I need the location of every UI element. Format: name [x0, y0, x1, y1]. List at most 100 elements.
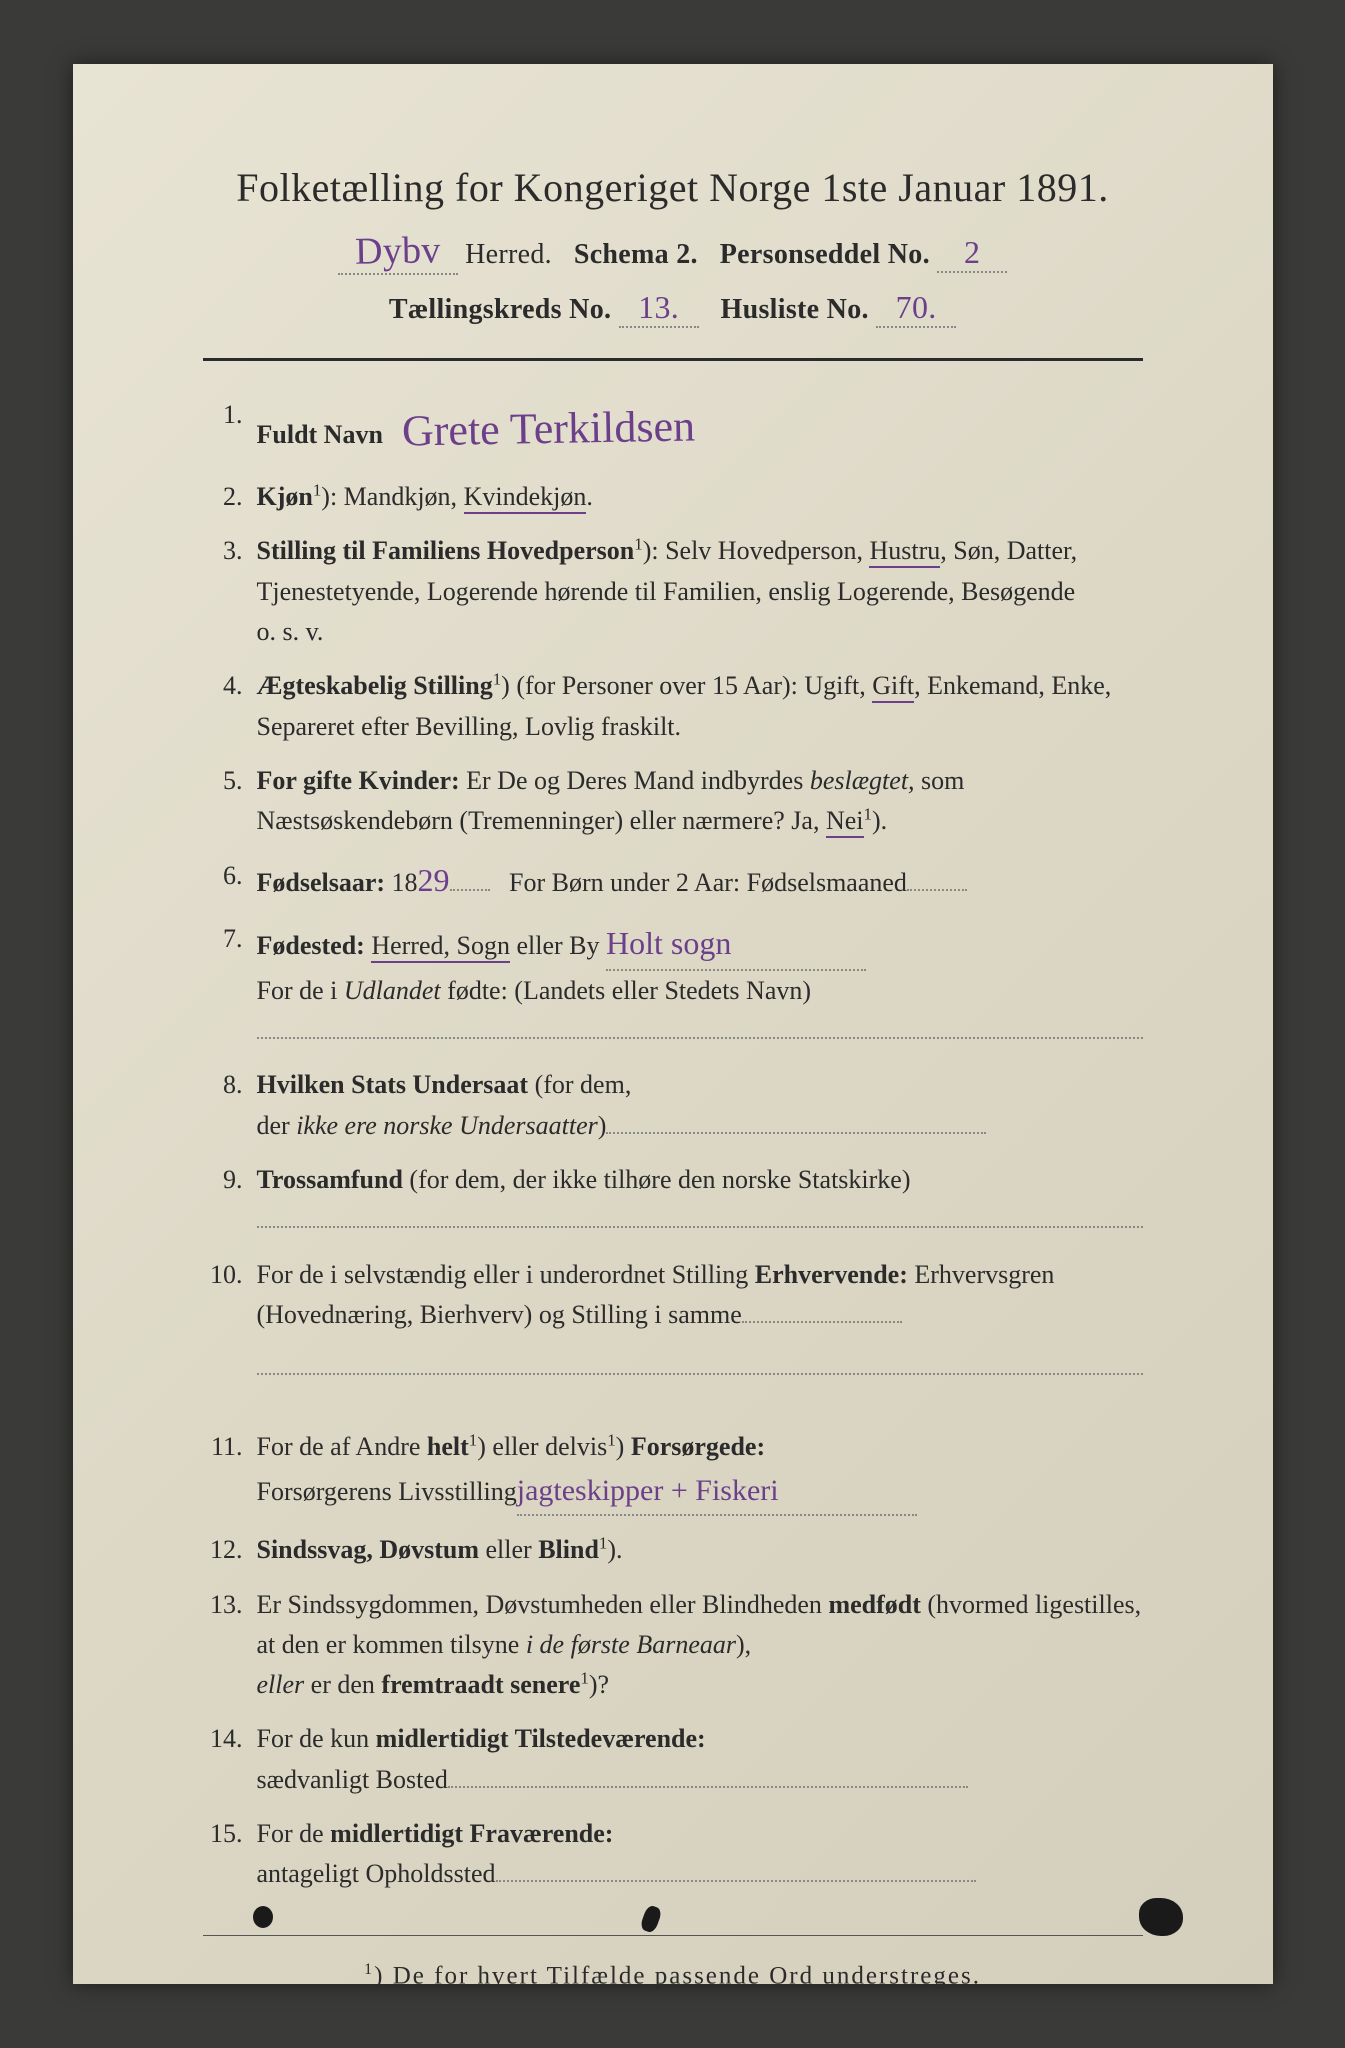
- item-15: 15. For de midlertidigt Fraværende: anta…: [203, 1814, 1143, 1895]
- footnote-divider: [203, 1935, 1143, 1936]
- item-num: 1.: [203, 395, 257, 463]
- item-text: der: [257, 1111, 297, 1140]
- main-title: Folketælling for Kongeriget Norge 1ste J…: [203, 164, 1143, 211]
- item-label: Ægteskabelig Stilling: [257, 671, 493, 700]
- item-9: 9. Trossamfund (for dem, der ikke tilhør…: [203, 1160, 1143, 1241]
- item-num: 12.: [203, 1530, 257, 1570]
- item-text: antageligt Opholdssted: [257, 1859, 496, 1888]
- underlined-choice: Gift: [872, 671, 914, 703]
- year-prefix: 18: [392, 868, 418, 897]
- item-text: For Børn under 2 Aar: Fødselsmaaned: [509, 868, 907, 897]
- item-text: eller: [479, 1535, 538, 1564]
- item-text: ).: [607, 1535, 622, 1564]
- ink-blot: [639, 1904, 663, 1934]
- item-num: 15.: [203, 1814, 257, 1895]
- item-num: 11.: [203, 1427, 257, 1516]
- footnote-text: ) De for hvert Tilfælde passende Ord und…: [374, 1962, 981, 1989]
- item-italic: beslægtet,: [810, 766, 915, 795]
- item-num: 14.: [203, 1719, 257, 1800]
- husliste-no-handwritten: 70.: [896, 289, 937, 326]
- underlined-choice: Kvindekjøn: [464, 482, 587, 514]
- footnote-sup: 1: [580, 1668, 588, 1687]
- ink-blot: [253, 1906, 273, 1928]
- item-5: 5. For gifte Kvinder: Er De og Deres Man…: [203, 761, 1143, 842]
- footnote-sup: 1: [469, 1431, 477, 1450]
- item-1: 1. Fuldt Navn Grete Terkildsen: [203, 395, 1143, 463]
- item-italic: ikke ere norske Undersaatter: [296, 1111, 598, 1140]
- item-label: Blind: [538, 1535, 599, 1564]
- herred-handwritten: Dybv: [355, 228, 441, 273]
- item-num: 5.: [203, 761, 257, 842]
- person-no-handwritten: 2: [964, 234, 980, 271]
- kreds-no-handwritten: 13.: [638, 289, 679, 326]
- item-text: er den: [304, 1670, 381, 1699]
- footnote-sup: 1: [493, 670, 501, 689]
- underlined-choice: Hustru: [869, 536, 940, 568]
- ink-blot: [1139, 1898, 1183, 1936]
- item-text: ) (for Personer over 15 Aar): Ugift,: [501, 671, 872, 700]
- item-label: Fuldt Navn: [257, 420, 383, 449]
- item-label: Fødselsaar:: [257, 868, 386, 897]
- item-text: fødte: (Landets eller Stedets Navn): [441, 976, 811, 1005]
- item-text: ): [598, 1111, 607, 1140]
- census-form-page: Folketælling for Kongeriget Norge 1ste J…: [73, 64, 1273, 1984]
- item-text: ),: [736, 1630, 751, 1659]
- header-block: Folketælling for Kongeriget Norge 1ste J…: [203, 164, 1143, 328]
- item-text: Er Sindssygdommen, Døvstumheden eller Bl…: [257, 1590, 829, 1619]
- item-italic: i de første Barneaar: [526, 1630, 736, 1659]
- item-label: Hvilken Stats Undersaat: [257, 1070, 529, 1099]
- footnote: 1) De for hvert Tilfælde passende Ord un…: [203, 1960, 1143, 1990]
- item-label: medfødt: [828, 1590, 920, 1619]
- header-line-1: Dybv Herred. Schema 2. Personseddel No. …: [203, 229, 1143, 275]
- item-13: 13. Er Sindssygdommen, Døvstumheden elle…: [203, 1585, 1143, 1706]
- item-text: For de i: [257, 976, 344, 1005]
- underlined-choice: Nei: [826, 806, 864, 838]
- item-3: 3. Stilling til Familiens Hovedperson1):…: [203, 531, 1143, 652]
- item-label: helt: [427, 1432, 469, 1461]
- item-4: 4. Ægteskabelig Stilling1) (for Personer…: [203, 666, 1143, 747]
- item-text: )?: [589, 1670, 609, 1699]
- item-text: sædvanligt Bosted: [257, 1765, 448, 1794]
- item-num: 6.: [203, 856, 257, 906]
- person-label: Personseddel No.: [720, 239, 930, 270]
- item-num: 7.: [203, 919, 257, 1051]
- item-text: Forsørgerens Livsstilling: [257, 1477, 517, 1506]
- underlined-choice: Herred, Sogn: [371, 931, 510, 963]
- item-10: 10. For de i selvstændig eller i underor…: [203, 1255, 1143, 1388]
- item-label: midlertidigt Fraværende:: [330, 1819, 613, 1848]
- item-2: 2. Kjøn1): Mandkjøn, Kvindekjøn.: [203, 477, 1143, 517]
- item-italic: eller: [257, 1670, 305, 1699]
- item-text: Er De og Deres Mand indbyrdes: [460, 766, 810, 795]
- item-num: 8.: [203, 1065, 257, 1146]
- footnote-sup: 1: [607, 1431, 615, 1450]
- item-label: fremtraadt senere: [381, 1670, 580, 1699]
- item-label: Stilling til Familiens Hovedperson: [257, 536, 635, 565]
- item-text: o. s. v.: [257, 612, 1143, 652]
- item-text: (for dem, der ikke tilhøre den norske St…: [403, 1165, 911, 1194]
- item-italic: Udlandet: [344, 976, 441, 1005]
- item-text: For de af Andre: [257, 1432, 427, 1461]
- item-text: For de kun: [257, 1724, 376, 1753]
- item-text: eller By: [510, 931, 600, 960]
- birthplace-handwritten: Holt sogn: [606, 919, 731, 969]
- item-label: Trossamfund: [257, 1165, 403, 1194]
- dotted-line: [257, 1206, 1143, 1228]
- item-text: For de: [257, 1819, 331, 1848]
- item-text: ).: [872, 806, 887, 835]
- header-line-2: Tællingskreds No. 13. Husliste No. 70.: [203, 289, 1143, 328]
- item-text: ): Mandkjøn,: [321, 482, 463, 511]
- dotted-line: [257, 1353, 1143, 1375]
- item-11: 11. For de af Andre helt1) eller delvis1…: [203, 1427, 1143, 1516]
- item-text: ): [616, 1432, 631, 1461]
- item-label: Fødested:: [257, 931, 365, 960]
- provider-handwritten: jagteskipper + Fiskeri: [517, 1468, 779, 1515]
- schema-label: Schema 2.: [574, 239, 698, 270]
- item-text: For de i selvstændig eller i underordnet…: [257, 1260, 755, 1289]
- footnote-sup: 1: [864, 805, 872, 824]
- item-num: 2.: [203, 477, 257, 517]
- footnote-sup: 1: [364, 1960, 374, 1978]
- item-14: 14. For de kun midlertidigt Tilstedevære…: [203, 1719, 1143, 1800]
- item-label: Erhvervende:: [755, 1260, 908, 1289]
- item-num: 13.: [203, 1585, 257, 1706]
- herred-label: Herred.: [465, 239, 552, 270]
